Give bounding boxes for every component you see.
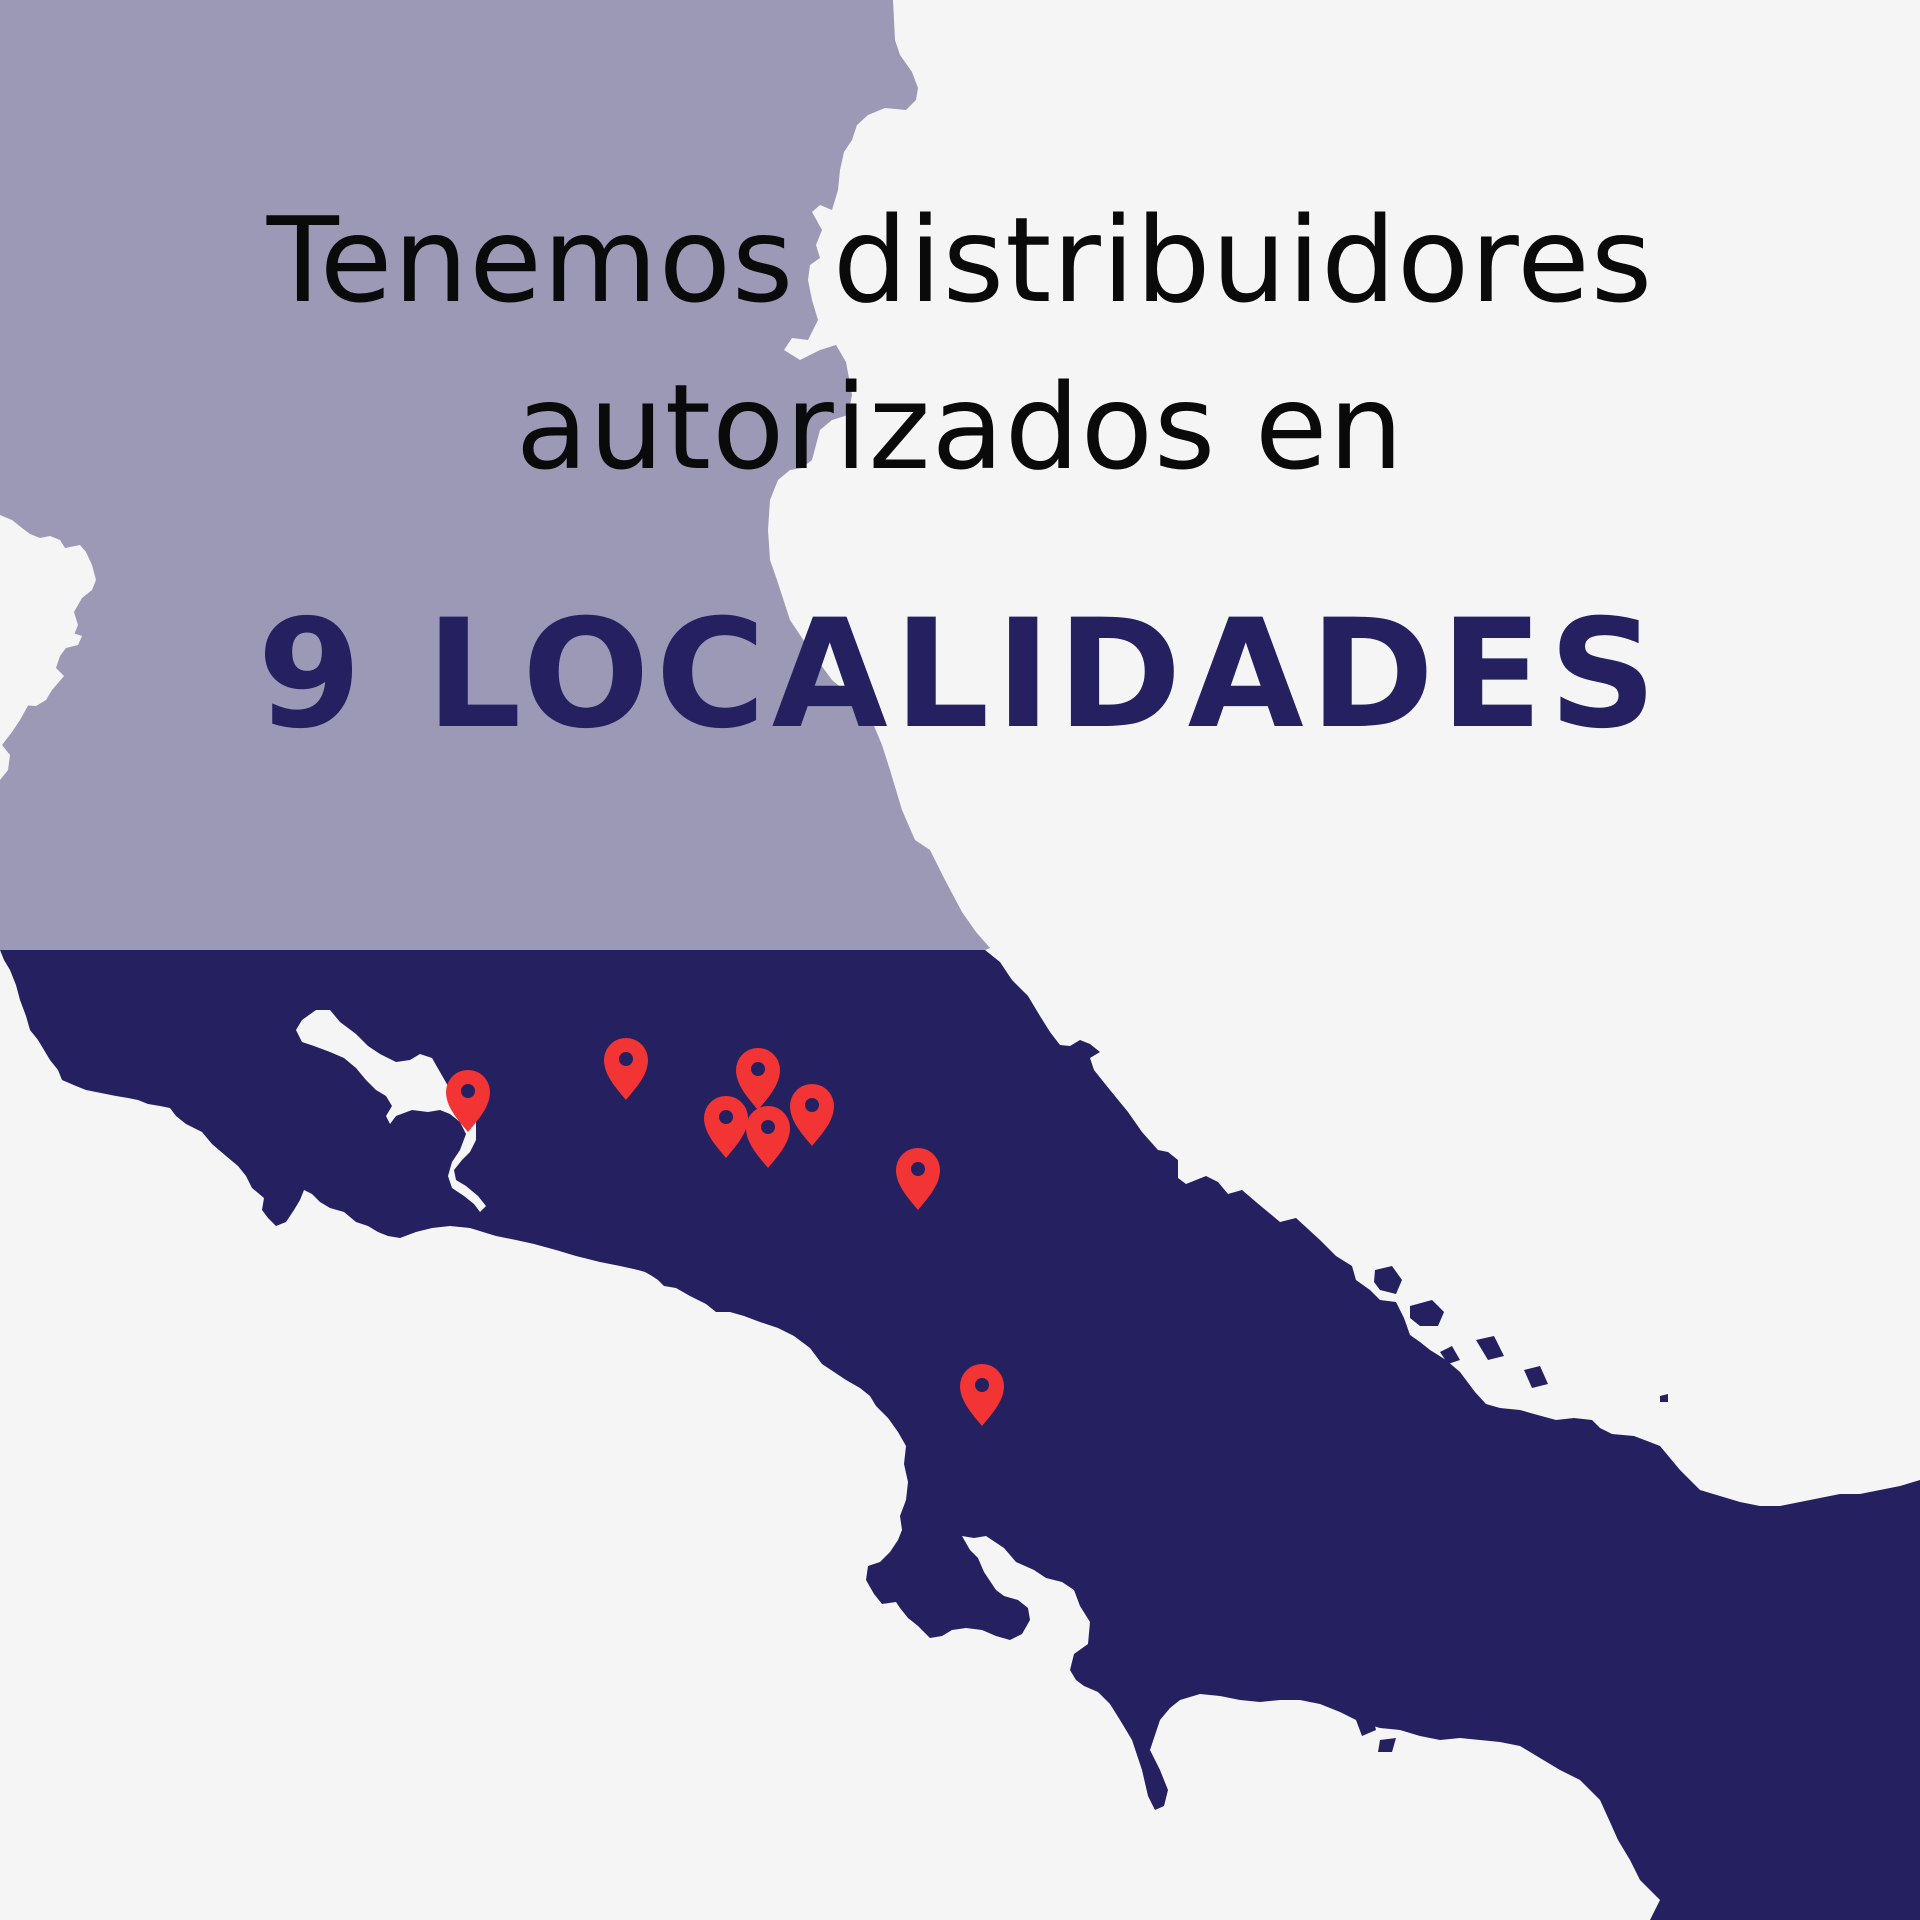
map-pin-icon — [960, 1364, 1004, 1426]
map-pin-icon — [704, 1096, 748, 1158]
map-pin-icon — [896, 1148, 940, 1210]
map-pin-dot — [461, 1084, 475, 1098]
location-8-map-pin-icon[interactable] — [960, 1364, 1004, 1426]
map-pin-dot — [619, 1052, 633, 1066]
island — [1356, 1714, 1376, 1736]
coast-detail — [0, 555, 82, 722]
map-pin-dot — [975, 1378, 989, 1392]
map-pin-icon — [790, 1084, 834, 1146]
location-5-map-pin-icon[interactable] — [746, 1106, 790, 1168]
neighbor-country-land — [0, 0, 990, 950]
map-pin-icon — [746, 1106, 790, 1168]
location-3-map-pin-icon[interactable] — [736, 1048, 780, 1110]
map-pin-dot — [719, 1110, 733, 1124]
heading-line-1: Tenemos distribuidores — [266, 191, 1654, 329]
island — [1410, 1300, 1444, 1326]
map-pin-icon — [604, 1038, 648, 1100]
location-1-map-pin-icon[interactable] — [446, 1070, 490, 1132]
locations-count-highlight: 9 LOCALIDADES — [257, 588, 1663, 762]
map-pin-icon — [446, 1070, 490, 1132]
heading-line-2: autorizados en — [515, 358, 1405, 496]
map-pin-dot — [911, 1162, 925, 1176]
location-7-map-pin-icon[interactable] — [896, 1148, 940, 1210]
island — [1476, 1336, 1504, 1360]
island — [1346, 1312, 1366, 1330]
country-land — [0, 950, 1920, 1920]
location-2-map-pin-icon[interactable] — [604, 1038, 648, 1100]
island — [1524, 1366, 1548, 1388]
location-6-map-pin-icon[interactable] — [790, 1084, 834, 1146]
map-pin-dot — [761, 1120, 775, 1134]
map-pin-dot — [805, 1098, 819, 1112]
gulf-water — [296, 1010, 486, 1212]
island — [1660, 1394, 1668, 1402]
map-pin-icon — [736, 1048, 780, 1110]
location-markers — [446, 1038, 1004, 1426]
island — [1374, 1266, 1402, 1294]
map-pin-dot — [751, 1062, 765, 1076]
island — [1378, 1738, 1396, 1752]
location-4-map-pin-icon[interactable] — [704, 1096, 748, 1158]
island — [1440, 1346, 1460, 1364]
